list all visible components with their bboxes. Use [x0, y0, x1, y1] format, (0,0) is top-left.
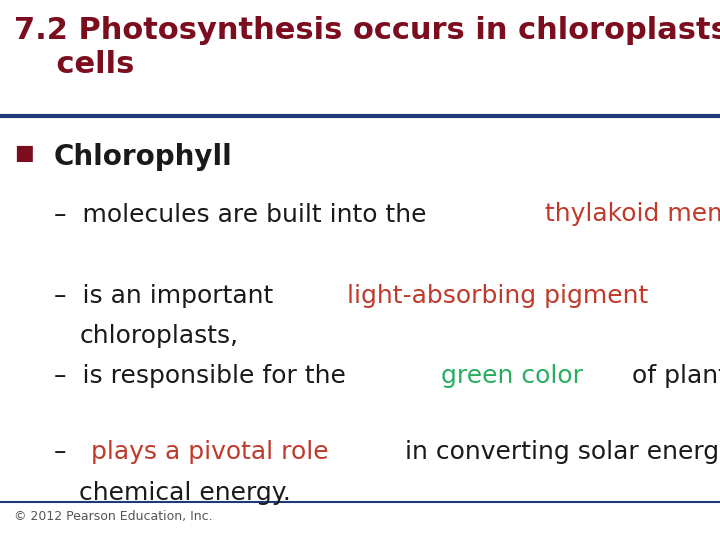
Text: –: – [54, 440, 83, 464]
Text: 7.2 Photosynthesis occurs in chloroplasts in plant
    cells: 7.2 Photosynthesis occurs in chloroplast… [14, 16, 720, 79]
Text: thylakoid membrane: thylakoid membrane [545, 202, 720, 226]
Text: of plants, and: of plants, and [624, 364, 720, 388]
Text: chemical energy.: chemical energy. [79, 481, 291, 504]
Text: –  is responsible for the: – is responsible for the [54, 364, 354, 388]
Text: –  is an important: – is an important [54, 284, 282, 307]
Text: Chlorophyll: Chlorophyll [54, 143, 233, 171]
Text: green color: green color [441, 364, 583, 388]
Text: © 2012 Pearson Education, Inc.: © 2012 Pearson Education, Inc. [14, 510, 213, 523]
Text: ■: ■ [14, 143, 34, 163]
Text: chloroplasts,: chloroplasts, [79, 324, 238, 348]
Text: light-absorbing pigment: light-absorbing pigment [347, 284, 649, 307]
Text: plays a pivotal role: plays a pivotal role [91, 440, 328, 464]
Text: –  molecules are built into the: – molecules are built into the [54, 202, 434, 226]
Text: in converting solar energy to: in converting solar energy to [397, 440, 720, 464]
